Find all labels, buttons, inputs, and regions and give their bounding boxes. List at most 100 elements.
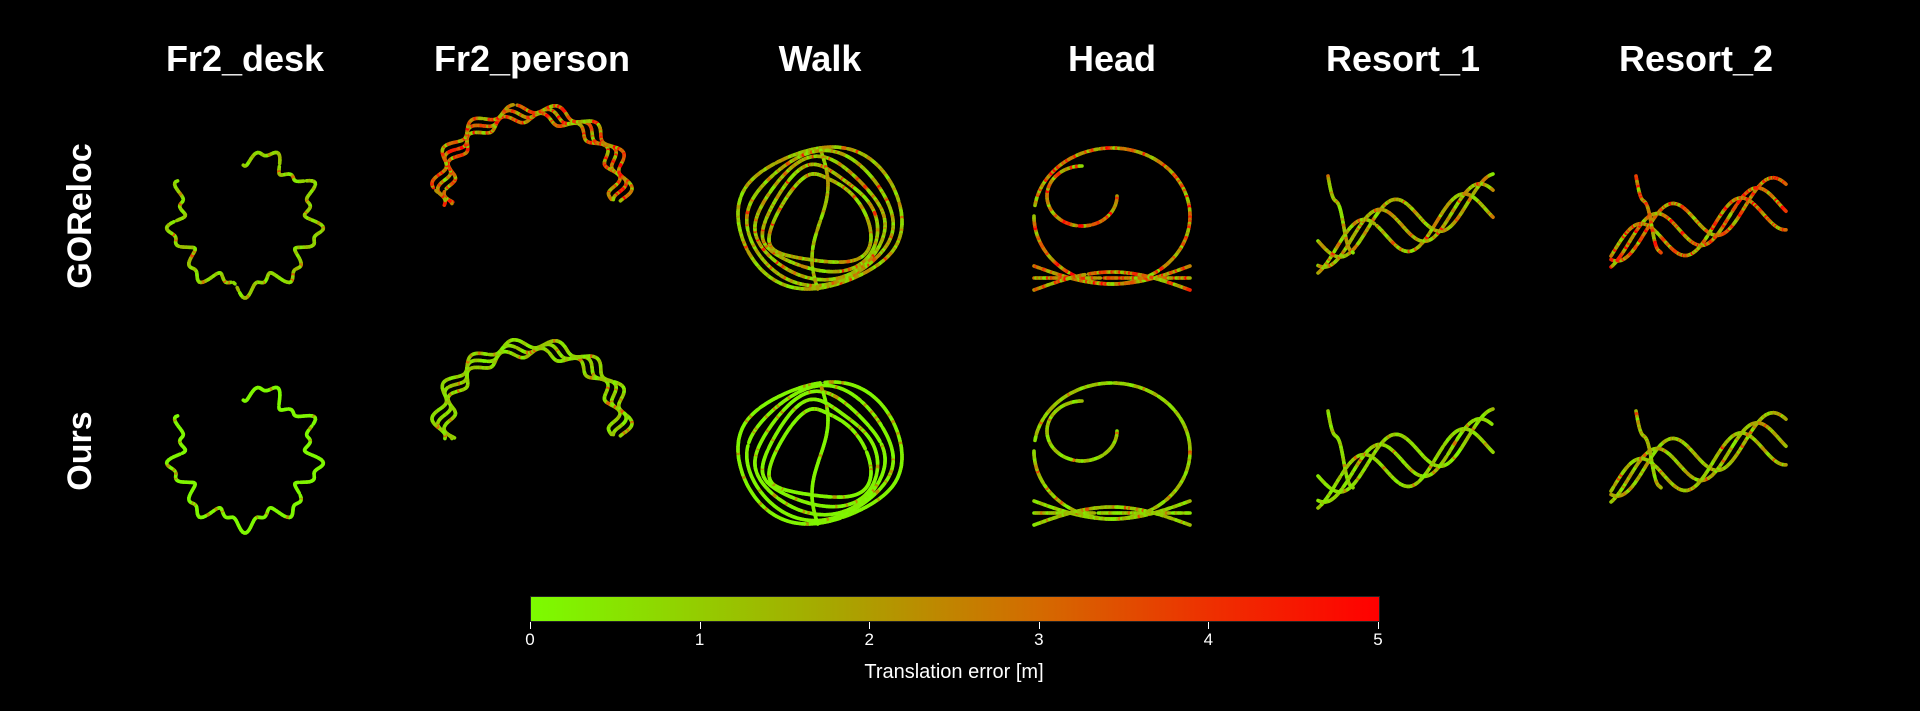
trajectory-segment (1652, 213, 1658, 219)
trajectory-segment (173, 414, 180, 419)
trajectory-segment (1352, 245, 1358, 251)
trajectory-segment (800, 264, 806, 269)
trajectory-segment (1783, 208, 1788, 213)
trajectory-segment (169, 220, 176, 226)
trajectory-segment (815, 519, 820, 526)
trajectory-segment (446, 198, 452, 203)
trajectory-segment (1036, 265, 1042, 270)
trajectory-segment (451, 147, 458, 153)
trajectory-segment (311, 419, 317, 426)
trajectory-segment (815, 284, 820, 291)
trajectory-segment (1045, 282, 1052, 287)
trajectory-segment (304, 208, 310, 214)
trajectory-segment (875, 253, 881, 259)
trajectory-segment (866, 257, 872, 263)
trajectory-segment (778, 273, 785, 279)
trajectory-segment (608, 196, 614, 202)
trajectory-segment (1658, 250, 1663, 255)
trajectory-segment (863, 211, 868, 218)
column-title-walk: Walk (778, 38, 862, 79)
trajectory-segment (1768, 219, 1773, 224)
trajectory-segment (852, 430, 858, 436)
column-title-head: Head (1067, 38, 1157, 79)
trajectory-goreloc-fr2-desk (164, 150, 326, 300)
trajectory-segment (293, 178, 299, 184)
trajectory-segment (544, 348, 550, 354)
trajectory-segment (815, 226, 820, 233)
trajectory-segment (1350, 250, 1355, 255)
trajectory-segment (446, 174, 451, 180)
row-label-ours: Ours (61, 411, 99, 491)
trajectory-segment (618, 163, 623, 169)
trajectory-segment (608, 431, 614, 437)
trajectory-segment (856, 256, 862, 261)
trajectory-segment (1158, 266, 1164, 272)
trajectory-segment (746, 249, 752, 256)
trajectory-segment (509, 102, 515, 108)
trajectory-segment (754, 407, 761, 413)
trajectory-segment (511, 344, 517, 349)
trajectory-segment (1158, 160, 1164, 166)
trajectory-segment (511, 352, 517, 357)
trajectory-segment (502, 341, 508, 348)
trajectory-segment (801, 387, 808, 392)
trajectory-segment (823, 399, 829, 407)
trajectory-segment (758, 169, 764, 175)
trajectory-segment (433, 174, 439, 180)
trajectory-segment (862, 445, 867, 451)
trajectory-segment (1033, 434, 1038, 441)
trajectory-segment (863, 184, 868, 190)
trajectory-segment (850, 270, 856, 275)
trajectory-ours-walk (736, 380, 904, 526)
trajectory-segment (1186, 264, 1192, 269)
trajectory-segment (769, 256, 776, 262)
trajectory-segment (500, 345, 506, 351)
trajectory-segment (788, 424, 793, 430)
trajectory-segment (872, 445, 877, 451)
trajectory-segment (463, 369, 468, 375)
trajectory-segment (461, 372, 467, 377)
trajectory-segment (608, 378, 614, 384)
trajectory-segment (231, 280, 237, 286)
column-title-resort-1: Resort_1 (1325, 38, 1481, 79)
trajectory-segment (896, 196, 901, 203)
trajectory-segment (1371, 220, 1377, 226)
trajectory-segment (1144, 153, 1151, 158)
trajectory-segment (855, 423, 861, 428)
trajectory-segment (291, 269, 296, 275)
ground-truth-path (1317, 173, 1494, 258)
trajectory-segment (771, 485, 777, 491)
trajectory-segment (618, 432, 624, 438)
trajectory-segment (1490, 187, 1495, 192)
trajectory-segment (872, 210, 877, 216)
trajectory-segment (1733, 203, 1738, 210)
trajectory-segment (320, 227, 325, 233)
trajectory-segment (738, 195, 743, 202)
trajectory-segment (769, 162, 776, 168)
trajectory-segment (1665, 242, 1671, 248)
trajectory-segment (769, 173, 775, 179)
trajectory-segment (1490, 214, 1495, 219)
ground-truth-path (166, 152, 324, 299)
trajectory-segment (235, 285, 241, 292)
trajectory-segment (618, 197, 624, 203)
row-label-goreloc: GOReloc (61, 143, 99, 289)
trajectory-segment (865, 422, 871, 428)
trajectory-segment (165, 462, 171, 468)
trajectory-segment (437, 191, 443, 197)
trajectory-segment (877, 438, 882, 444)
trajectory-goreloc-fr2-person (430, 102, 634, 207)
trajectory-segment (765, 192, 771, 198)
trajectory-segment (1655, 231, 1661, 237)
trajectory-segment (1632, 244, 1638, 250)
trajectory-segment (295, 488, 301, 495)
trajectory-segment (1091, 221, 1098, 227)
trajectory-goreloc-resort-2 (1609, 174, 1788, 269)
trajectory-segment (459, 138, 465, 143)
ground-truth-path (166, 387, 324, 534)
trajectory-goreloc-walk (736, 145, 904, 291)
trajectory-segment (856, 396, 862, 403)
trajectory-ours-fr2-desk (164, 385, 326, 535)
trajectory-segment (491, 357, 497, 363)
trajectory-ours-head (1032, 381, 1192, 527)
